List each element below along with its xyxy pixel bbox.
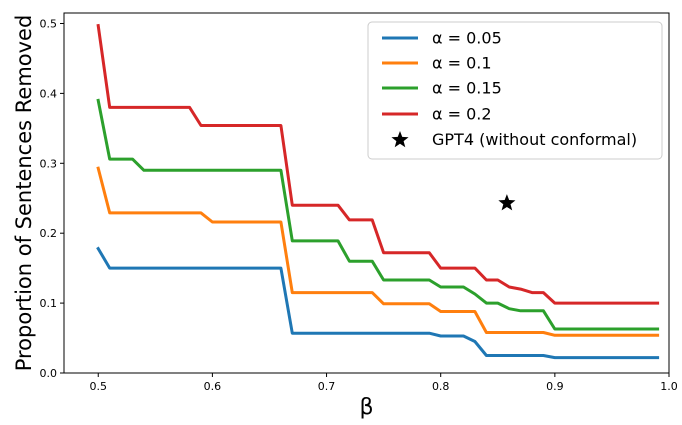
y-tick-label: 0.5 xyxy=(40,17,58,30)
x-tick-label: 0.9 xyxy=(546,380,564,393)
y-tick-label: 0.0 xyxy=(40,367,58,380)
series-line-3 xyxy=(96,23,660,305)
x-axis: 0.5 0.6 0.7 0.8 0.9 1.0 xyxy=(89,373,678,393)
legend-star-icon xyxy=(391,131,409,148)
y-axis: 0.0 0.1 0.2 0.3 0.4 0.5 xyxy=(40,17,64,380)
x-axis-label: β xyxy=(359,395,373,420)
y-axis-label: Proportion of Sentences Removed xyxy=(12,15,36,372)
y-tick-label: 0.3 xyxy=(40,157,58,170)
legend-label-alpha-015: α = 0.15 xyxy=(432,79,502,98)
legend-box xyxy=(367,21,663,160)
x-tick-label: 0.5 xyxy=(89,380,107,393)
legend: α = 0.05 α = 0.1 α = 0.15 α = 0.2 GPT4 (… xyxy=(367,21,663,160)
gpt4-star-marker xyxy=(498,194,516,211)
y-tick-label: 0.4 xyxy=(40,87,58,100)
series-line-2 xyxy=(96,98,660,331)
legend-label-alpha-005: α = 0.05 xyxy=(432,29,502,48)
y-tick-label: 0.2 xyxy=(40,227,58,240)
legend-label-gpt4: GPT4 (without conformal) xyxy=(432,130,637,149)
y-tick-label: 0.1 xyxy=(40,297,58,310)
plot-frame xyxy=(63,12,670,374)
legend-label-alpha-01: α = 0.1 xyxy=(432,54,492,73)
x-tick-label: 0.8 xyxy=(432,380,450,393)
legend-label-alpha-02: α = 0.2 xyxy=(432,105,492,124)
x-tick-label: 0.6 xyxy=(204,380,222,393)
plot-area xyxy=(96,23,660,360)
x-tick-label: 0.7 xyxy=(318,380,336,393)
series-line-0 xyxy=(96,246,660,360)
x-tick-label: 1.0 xyxy=(660,380,678,393)
series-line-1 xyxy=(96,166,660,337)
